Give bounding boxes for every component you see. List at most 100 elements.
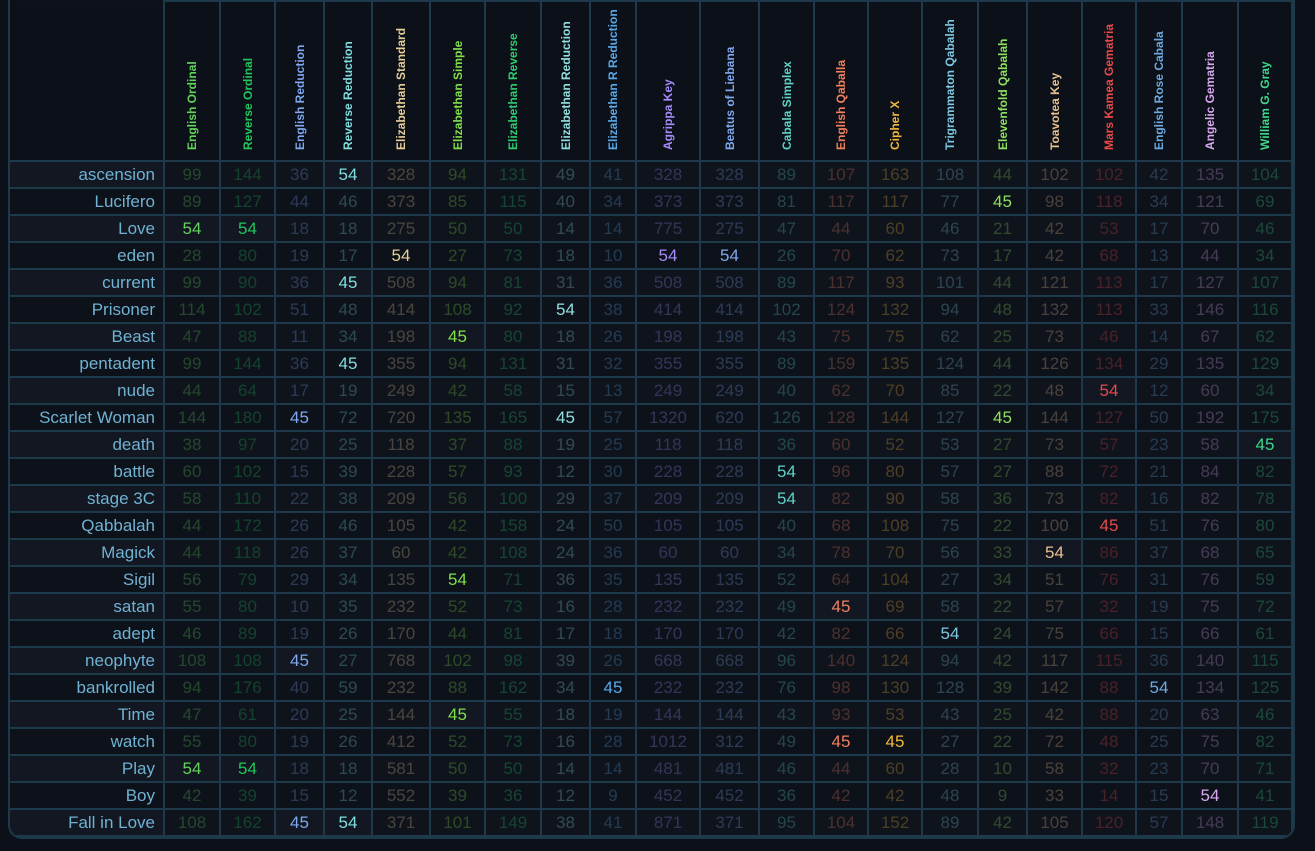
- value-cell: 1320: [635, 403, 701, 432]
- value-cell: 69: [1237, 187, 1293, 216]
- value-cell: 121: [1181, 187, 1239, 216]
- column-header[interactable]: English Qaballa: [813, 0, 869, 162]
- row-label[interactable]: Magick: [10, 538, 165, 567]
- row-label[interactable]: Beast: [10, 322, 165, 351]
- row-label[interactable]: ascension: [10, 160, 165, 189]
- value-cell: 46: [758, 754, 815, 783]
- column-header[interactable]: Elizabethan Reduction: [540, 0, 591, 162]
- column-header[interactable]: Elizabethan Standard: [371, 0, 431, 162]
- row-label[interactable]: satan: [10, 592, 165, 621]
- row-label[interactable]: pentadent: [10, 349, 165, 378]
- row-label[interactable]: battle: [10, 457, 165, 486]
- column-header[interactable]: English Ordinal: [163, 0, 221, 162]
- table-row: Sigil 56 79 29 34 135 54 71 36 35 135 135 52 64 104 27 3…: [10, 565, 1293, 594]
- value-cell: 85: [429, 187, 486, 216]
- row-label[interactable]: Time: [10, 700, 165, 729]
- value-cell: 50: [1135, 403, 1183, 432]
- value-cell: 33: [1026, 781, 1083, 810]
- value-cell: 57: [921, 457, 979, 486]
- value-cell: 24: [977, 619, 1028, 648]
- row-label[interactable]: Lucifero: [10, 187, 165, 216]
- column-header[interactable]: William G. Gray: [1237, 0, 1293, 162]
- table-row: Qabbalah 44 172 26 46 105 42 158 24 50 105 105 40 68 1…: [10, 511, 1293, 540]
- value-cell: 18: [274, 214, 325, 243]
- value-cell: 15: [274, 781, 325, 810]
- column-header[interactable]: Elizabethan R Reduction: [589, 0, 637, 162]
- value-cell: 17: [540, 619, 591, 648]
- value-cell: 135: [699, 565, 760, 594]
- value-cell: 82: [1081, 484, 1137, 513]
- value-cell: 44: [163, 376, 221, 405]
- value-cell: 42: [1135, 160, 1183, 189]
- row-label[interactable]: Boy: [10, 781, 165, 810]
- value-cell: 126: [758, 403, 815, 432]
- row-label[interactable]: adept: [10, 619, 165, 648]
- value-cell: 60: [699, 538, 760, 567]
- row-label[interactable]: death: [10, 430, 165, 459]
- column-header[interactable]: Beatus of Liebana: [699, 0, 760, 162]
- value-cell: 99: [163, 268, 221, 297]
- row-label[interactable]: neophyte: [10, 646, 165, 675]
- column-header[interactable]: English Rose Cabala: [1135, 0, 1183, 162]
- value-cell: 124: [921, 349, 979, 378]
- table-row: stage 3C 58 110 22 38 209 56 100 29 37 209 209 54 82 9…: [10, 484, 1293, 513]
- column-header-label: Reverse Reduction: [341, 41, 355, 150]
- value-cell: 37: [589, 484, 637, 513]
- row-label[interactable]: eden: [10, 241, 165, 270]
- header-row: English Ordinal Reverse Ordinal English Re…: [10, 0, 1293, 162]
- value-cell: 102: [219, 457, 276, 486]
- column-header[interactable]: Cipher X: [867, 0, 923, 162]
- row-label[interactable]: current: [10, 268, 165, 297]
- row-label[interactable]: nude: [10, 376, 165, 405]
- column-header[interactable]: English Reduction: [274, 0, 325, 162]
- value-cell: 134: [1181, 673, 1239, 702]
- value-cell: 100: [484, 484, 542, 513]
- value-cell: 26: [274, 511, 325, 540]
- value-cell: 58: [1181, 430, 1239, 459]
- column-header-label: Trigrammaton Qabalah: [943, 19, 957, 150]
- value-cell: 128: [813, 403, 869, 432]
- value-cell: 63: [1181, 700, 1239, 729]
- value-cell: 25: [589, 430, 637, 459]
- value-cell: 34: [540, 673, 591, 702]
- value-cell: 15: [540, 376, 591, 405]
- column-header[interactable]: Reverse Ordinal: [219, 0, 276, 162]
- value-cell: 21: [1135, 457, 1183, 486]
- value-cell: 28: [921, 754, 979, 783]
- column-header[interactable]: Elevenfold Qabalah: [977, 0, 1028, 162]
- row-label[interactable]: Love: [10, 214, 165, 243]
- column-header[interactable]: Mars Kamea Gematria: [1081, 0, 1137, 162]
- row-label[interactable]: Scarlet Woman: [10, 403, 165, 432]
- value-cell: 170: [371, 619, 431, 648]
- column-header[interactable]: Reverse Reduction: [323, 0, 373, 162]
- column-header[interactable]: Elizabethan Simple: [429, 0, 486, 162]
- value-cell: 118: [219, 538, 276, 567]
- row-label[interactable]: Sigil: [10, 565, 165, 594]
- value-cell: 89: [758, 268, 815, 297]
- row-label[interactable]: bankrolled: [10, 673, 165, 702]
- value-cell: 19: [589, 700, 637, 729]
- value-cell: 72: [1026, 727, 1083, 756]
- row-label[interactable]: stage 3C: [10, 484, 165, 513]
- value-cell: 104: [867, 565, 923, 594]
- row-label[interactable]: watch: [10, 727, 165, 756]
- column-header[interactable]: Angelic Gematria: [1181, 0, 1239, 162]
- value-cell: 23: [1135, 754, 1183, 783]
- value-cell: 58: [1026, 754, 1083, 783]
- column-header[interactable]: Trigrammaton Qabalah: [921, 0, 979, 162]
- row-label[interactable]: Prisoner: [10, 295, 165, 324]
- column-header[interactable]: Agrippa Key: [635, 0, 701, 162]
- column-header[interactable]: Cabala Simplex: [758, 0, 815, 162]
- value-cell: 34: [323, 565, 373, 594]
- value-cell: 49: [758, 592, 815, 621]
- column-header[interactable]: Toavotea Key: [1026, 0, 1083, 162]
- column-header[interactable]: Elizabethan Reverse: [484, 0, 542, 162]
- row-label[interactable]: Qabbalah: [10, 511, 165, 540]
- value-cell: 14: [589, 754, 637, 783]
- value-cell: 19: [274, 619, 325, 648]
- value-cell: 101: [921, 268, 979, 297]
- row-label[interactable]: Play: [10, 754, 165, 783]
- value-cell: 119: [1237, 808, 1293, 837]
- value-cell: 27: [977, 457, 1028, 486]
- row-label[interactable]: Fall in Love: [10, 808, 165, 837]
